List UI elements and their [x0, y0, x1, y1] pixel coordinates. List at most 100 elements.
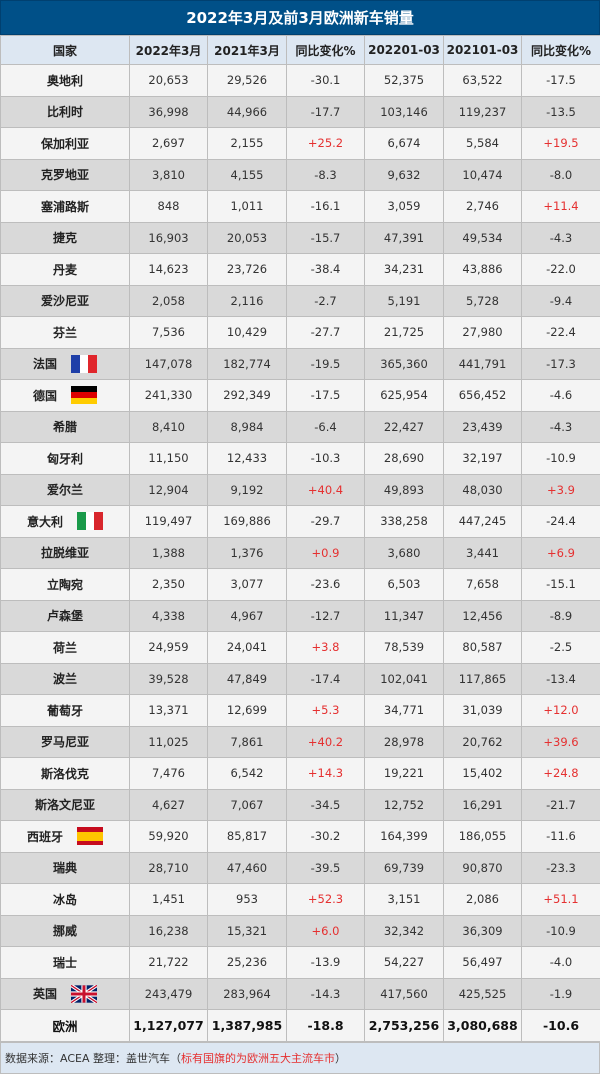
ytd-2022-cell: 34,231 [364, 253, 444, 286]
mar-2021-cell: 8,984 [207, 410, 287, 443]
country-name: 匈牙利 [46, 451, 83, 466]
country-cell: 法国 [0, 347, 130, 380]
mar-2022-cell: 11,150 [129, 442, 208, 475]
country-cell: 瑞士 [0, 946, 130, 979]
ytd-2021-cell: 31,039 [443, 694, 522, 727]
country-name: 挪威 [52, 924, 77, 939]
mar-change-cell: -12.7 [286, 599, 365, 632]
mar-2022-cell: 16,903 [129, 221, 208, 254]
mar-2022-cell: 16,238 [129, 914, 208, 947]
ytd-2021-cell: 20,762 [443, 725, 522, 758]
country-cell: 捷克 [0, 221, 130, 254]
country-name: 卢森堡 [46, 609, 83, 624]
country-name: 葡萄牙 [46, 703, 83, 718]
table-row: 葡萄牙 13,371 12,699 +5.3 34,771 31,039 +12.0 [0, 694, 600, 727]
country-cell: 冰岛 [0, 883, 130, 916]
ytd-2021-cell: 441,791 [443, 347, 522, 380]
country-name: 爱尔兰 [46, 483, 83, 498]
ytd-2022-cell: 12,752 [364, 788, 444, 821]
table-row: 卢森堡 4,338 4,967 -12.7 11,347 12,456 -8.9 [0, 599, 600, 632]
mar-2022-cell: 39,528 [129, 662, 208, 695]
country-cell: 欧洲 [0, 1009, 130, 1042]
table-row: 瑞士 21,722 25,236 -13.9 54,227 56,497 -4.0 [0, 946, 600, 979]
table-row: 奥地利 20,653 29,526 -30.1 52,375 63,522 -17.5 [0, 64, 600, 97]
ytd-2021-cell: 3,080,688 [443, 1009, 522, 1042]
footer-note: 数据来源：ACEA 整理：盖世汽车（ 标有国旗的为欧洲五大主流车市） [0, 1041, 600, 1074]
mar-2021-cell: 20,053 [207, 221, 287, 254]
ytd-2021-cell: 186,055 [443, 820, 522, 853]
country-name: 斯洛文尼亚 [34, 798, 95, 813]
country-name: 塞浦路斯 [40, 199, 89, 214]
ytd-2022-cell: 3,151 [364, 883, 444, 916]
mar-change-cell: -19.5 [286, 347, 365, 380]
ytd-2022-cell: 28,690 [364, 442, 444, 475]
ytd-2022-cell: 78,539 [364, 631, 444, 664]
table-row: 爱沙尼亚 2,058 2,116 -2.7 5,191 5,728 -9.4 [0, 284, 600, 317]
ytd-2022-cell: 5,191 [364, 284, 444, 317]
ytd-change-cell: -15.1 [521, 568, 600, 601]
ytd-change-cell: -4.3 [521, 410, 600, 443]
ytd-change-cell: -2.5 [521, 631, 600, 664]
mar-2021-cell: 9,192 [207, 473, 287, 506]
country-name: 爱沙尼亚 [40, 294, 89, 309]
country-name: 波兰 [52, 672, 77, 687]
mar-2022-cell: 4,338 [129, 599, 208, 632]
mar-change-cell: +25.2 [286, 127, 365, 160]
mar-2021-cell: 182,774 [207, 347, 287, 380]
mar-2021-cell: 24,041 [207, 631, 287, 664]
ytd-2021-cell: 80,587 [443, 631, 522, 664]
table-title: 2022年3月及前3月欧洲新车销量 [0, 0, 600, 35]
table-row: 挪威 16,238 15,321 +6.0 32,342 36,309 -10.9 [0, 914, 600, 947]
ytd-2022-cell: 32,342 [364, 914, 444, 947]
country-name: 比利时 [46, 105, 83, 120]
country-name: 西班牙 [26, 829, 63, 844]
mar-2022-cell: 8,410 [129, 410, 208, 443]
ytd-2022-cell: 19,221 [364, 757, 444, 790]
mar-2022-cell: 2,058 [129, 284, 208, 317]
mar-change-cell: -34.5 [286, 788, 365, 821]
country-cell: 立陶宛 [0, 568, 130, 601]
ytd-2022-cell: 54,227 [364, 946, 444, 979]
mar-change-cell: -38.4 [286, 253, 365, 286]
sales-table: 国家 2022年3月 2021年3月 同比变化% 202201-03 20210… [0, 35, 600, 1042]
country-name: 法国 [32, 357, 57, 372]
mar-2021-cell: 25,236 [207, 946, 287, 979]
country-name: 芬兰 [52, 325, 77, 340]
table-row: 荷兰 24,959 24,041 +3.8 78,539 80,587 -2.5 [0, 631, 600, 664]
mar-2022-cell: 1,388 [129, 536, 208, 569]
country-name: 欧洲 [52, 1018, 78, 1034]
ytd-2022-cell: 6,503 [364, 568, 444, 601]
mar-2021-cell: 283,964 [207, 977, 287, 1010]
country-cell: 罗马尼亚 [0, 725, 130, 758]
ytd-2022-cell: 49,893 [364, 473, 444, 506]
country-cell: 丹麦 [0, 253, 130, 286]
ytd-2022-cell: 28,978 [364, 725, 444, 758]
mar-change-cell: +5.3 [286, 694, 365, 727]
mar-2022-cell: 7,536 [129, 316, 208, 349]
ytd-2021-cell: 2,086 [443, 883, 522, 916]
germany-flag-icon [71, 386, 97, 405]
mar-change-cell: +40.4 [286, 473, 365, 506]
ytd-change-cell: -10.6 [521, 1009, 600, 1042]
mar-change-cell: -15.7 [286, 221, 365, 254]
mar-2021-cell: 3,077 [207, 568, 287, 601]
mar-2022-cell: 1,451 [129, 883, 208, 916]
country-cell: 德国 [0, 379, 130, 412]
mar-2022-cell: 3,810 [129, 158, 208, 191]
mar-2022-cell: 13,371 [129, 694, 208, 727]
footer-source: 数据来源：ACEA 整理：盖世汽车（ [5, 1051, 181, 1065]
ytd-change-cell: -13.4 [521, 662, 600, 695]
country-cell: 拉脱维亚 [0, 536, 130, 569]
col-header-ytd-change: 同比变化% [521, 35, 600, 65]
mar-change-cell: -18.8 [286, 1009, 365, 1042]
country-cell: 葡萄牙 [0, 694, 130, 727]
table-row: 塞浦路斯 848 1,011 -16.1 3,059 2,746 +11.4 [0, 190, 600, 223]
ytd-change-cell: +19.5 [521, 127, 600, 160]
ytd-2021-cell: 5,584 [443, 127, 522, 160]
mar-change-cell: -2.7 [286, 284, 365, 317]
mar-2021-cell: 12,433 [207, 442, 287, 475]
ytd-2022-cell: 338,258 [364, 505, 444, 538]
country-cell: 克罗地亚 [0, 158, 130, 191]
table-row: 法国 147,078 182,774 -19.5 365,360 441,791 -17.3 [0, 347, 600, 380]
mar-2021-cell: 1,387,985 [207, 1009, 287, 1042]
